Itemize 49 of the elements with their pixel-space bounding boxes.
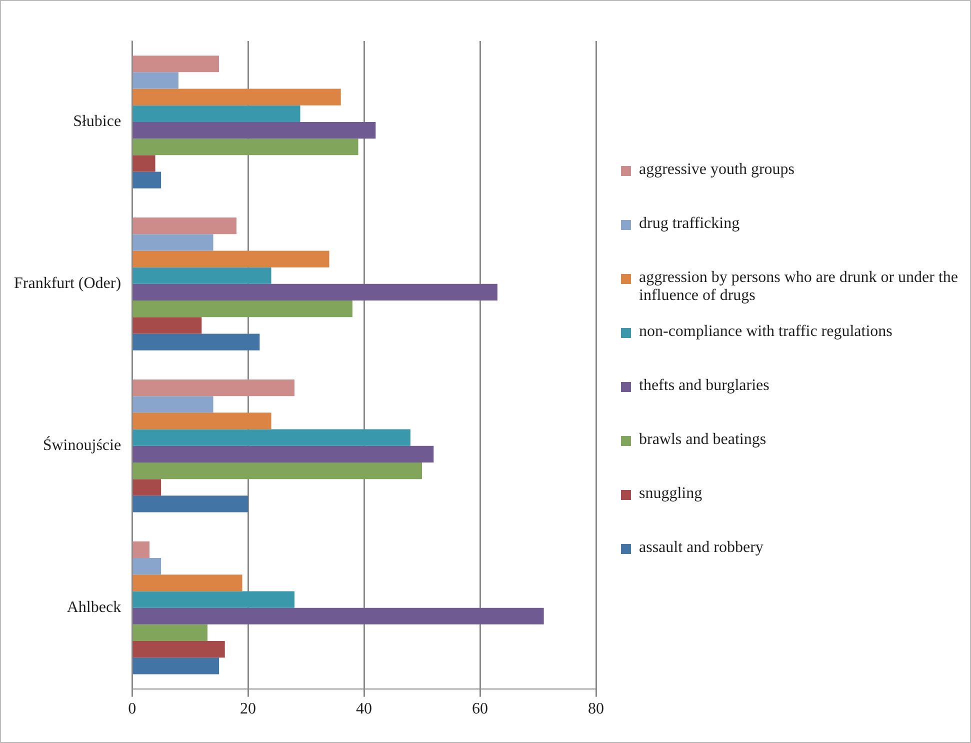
bar	[132, 658, 220, 674]
x-tick-label: 20	[240, 700, 256, 718]
bar	[132, 138, 358, 156]
bar	[132, 608, 544, 624]
bar	[132, 317, 202, 334]
legend-label: thefts and burglaries	[639, 377, 770, 395]
bar	[132, 379, 294, 396]
bar	[132, 218, 236, 234]
bar	[132, 396, 214, 413]
bar	[132, 446, 434, 462]
bar	[132, 591, 294, 608]
bar	[132, 267, 272, 284]
legend-label: non-compliance with traffic regulations	[639, 323, 892, 341]
legend-label: aggressive youth groups	[639, 161, 795, 179]
legend-label: assault and robbery	[639, 539, 764, 557]
bar	[132, 541, 150, 558]
legend-label: drug trafficking	[639, 215, 740, 233]
bar	[132, 641, 225, 658]
y-tick-label: Frankfurt (Oder)	[14, 275, 122, 292]
bar	[132, 56, 220, 72]
x-tick-label: 60	[472, 700, 488, 718]
bar	[132, 284, 498, 301]
bar	[132, 88, 341, 106]
bar	[132, 72, 178, 89]
legend-label: snuggling	[639, 485, 702, 503]
x-tick-label: 40	[356, 700, 372, 718]
bar	[132, 496, 248, 512]
y-tick-label: Świnoujście	[42, 436, 122, 454]
bar	[132, 479, 162, 496]
y-tick-label: Ahlbeck	[66, 599, 122, 616]
bar	[132, 624, 208, 642]
x-tick-label: 0	[128, 700, 136, 718]
bar	[132, 462, 422, 480]
bar	[132, 429, 410, 446]
bar	[132, 574, 242, 592]
bar	[132, 412, 272, 430]
bar	[132, 155, 156, 172]
bar	[132, 105, 300, 122]
bar	[132, 234, 214, 251]
bar	[132, 300, 352, 318]
legend-label: aggression by persons who are drunk or under the influence of drugs	[639, 269, 960, 305]
x-tick-label: 80	[588, 700, 604, 718]
bar	[132, 122, 376, 139]
legend-label: brawls and beatings	[639, 431, 766, 449]
bar	[132, 250, 330, 268]
bar	[132, 172, 162, 188]
bar	[132, 334, 260, 350]
bar	[132, 558, 162, 575]
y-tick-label: Słubice	[73, 113, 122, 130]
